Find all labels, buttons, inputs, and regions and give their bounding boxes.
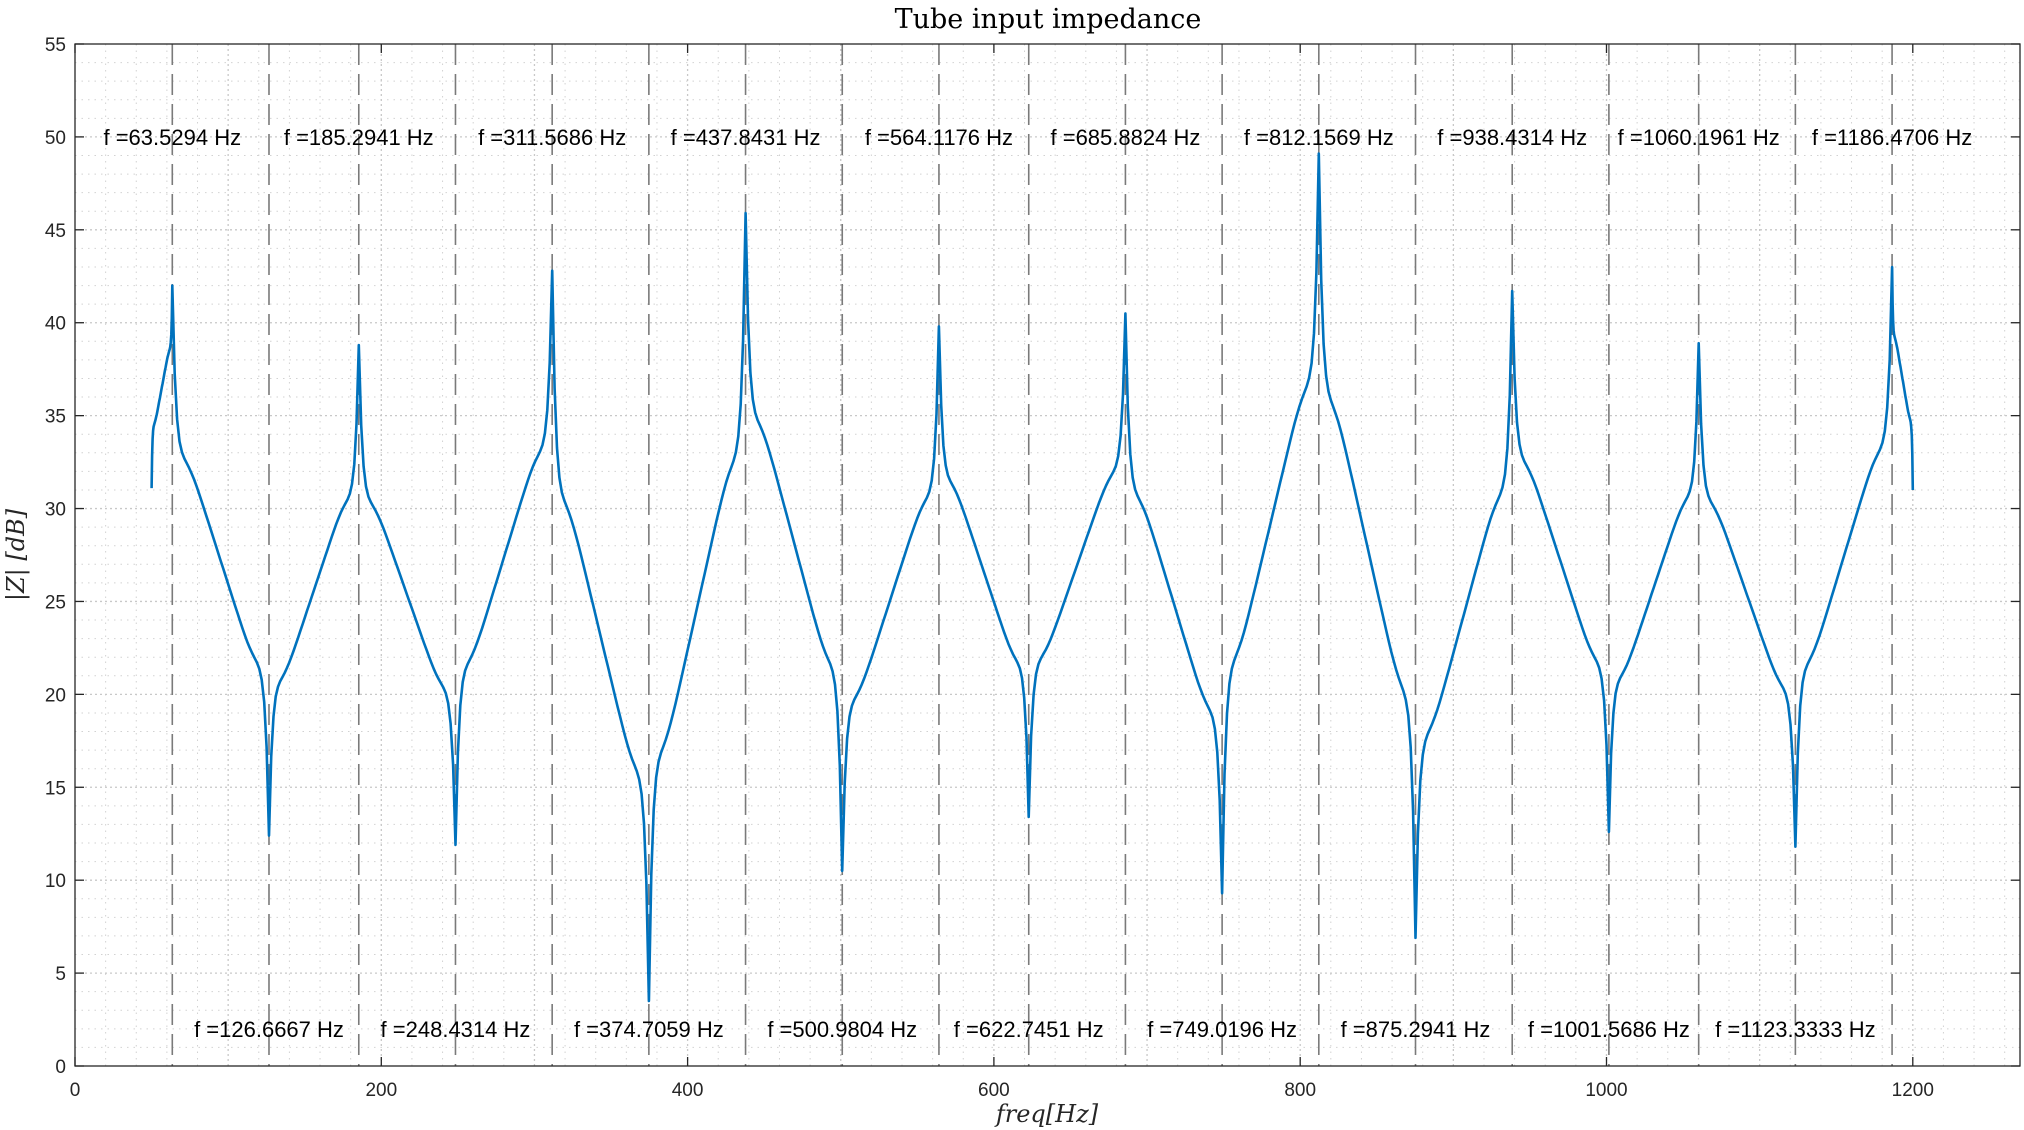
- minimum-frequency-label: f =1123.3333 Hz: [1715, 1017, 1875, 1042]
- y-tick-label: 15: [45, 778, 66, 799]
- x-tick-label: 200: [365, 1080, 397, 1101]
- x-tick-label: 600: [978, 1080, 1010, 1101]
- minimum-frequency-label: f =500.9804 Hz: [767, 1017, 917, 1042]
- axis-ticks: 0 200 400 600 800 1000 1200 0 5 10 15 20 25 30 35 40 45 5…: [45, 35, 2020, 1101]
- maximum-frequency-label: f =1060.1961 Hz: [1618, 125, 1780, 150]
- plot-area: [75, 44, 2020, 1066]
- y-tick-label: 5: [55, 964, 66, 985]
- minimum-frequency-label: f =622.7451 Hz: [954, 1017, 1104, 1042]
- impedance-series: [150, 152, 1915, 1003]
- y-tick-label: 10: [45, 871, 66, 892]
- x-tick-label: 0: [70, 1080, 81, 1101]
- minimum-frequency-label: f =248.4314 Hz: [381, 1017, 531, 1042]
- y-tick-label: 35: [45, 407, 66, 428]
- x-tick-label: 1200: [1892, 1080, 1934, 1101]
- y-tick-label: 45: [45, 221, 66, 242]
- y-tick-label: 20: [45, 685, 66, 706]
- minimum-frequency-label: f =749.0196 Hz: [1147, 1017, 1297, 1042]
- y-tick-label: 55: [45, 35, 66, 56]
- impedance-line: [150, 152, 1915, 1003]
- maximum-frequency-label: f =63.5294 Hz: [103, 125, 241, 150]
- y-tick-label: 25: [45, 592, 66, 613]
- maximum-frequency-label: f =564.1176 Hz: [865, 125, 1013, 150]
- maximum-frequency-label: f =812.1569 Hz: [1244, 125, 1394, 150]
- chart-title: Tube input impedance: [895, 4, 1202, 35]
- maximum-frequency-label: f =185.2941 Hz: [284, 125, 434, 150]
- maximum-frequency-label: f =1186.4706 Hz: [1812, 125, 1972, 150]
- maximum-frequency-label: f =437.8431 Hz: [671, 125, 821, 150]
- x-tick-label: 800: [1284, 1080, 1316, 1101]
- maximum-frequency-label: f =685.8824 Hz: [1051, 125, 1201, 150]
- minimum-frequency-label: f =374.7059 Hz: [574, 1017, 724, 1042]
- resonance-markers: [171, 44, 1893, 1066]
- y-axis-label: |Z| [dB]: [2, 508, 31, 601]
- y-tick-label: 40: [45, 314, 66, 335]
- x-tick-label: 1000: [1585, 1080, 1627, 1101]
- resonance-labels: f =63.5294 Hz f =185.2941 Hz f =311.5686 H…: [103, 125, 1972, 1042]
- minimum-frequency-label: f =1001.5686 Hz: [1528, 1017, 1690, 1042]
- y-tick-label: 0: [55, 1057, 66, 1078]
- plot-frame: [74, 43, 2021, 1067]
- minimum-frequency-label: f =126.6667 Hz: [194, 1017, 344, 1042]
- y-tick-label: 50: [45, 128, 66, 149]
- minimum-frequency-label: f =875.2941 Hz: [1341, 1017, 1491, 1042]
- x-axis-label: freq[Hz]: [994, 1100, 1099, 1128]
- maximum-frequency-label: f =311.5686 Hz: [478, 125, 626, 150]
- y-tick-label: 30: [45, 500, 66, 521]
- x-tick-label: 400: [672, 1080, 704, 1101]
- maximum-frequency-label: f =938.4314 Hz: [1437, 125, 1587, 150]
- grid: [75, 44, 2020, 1066]
